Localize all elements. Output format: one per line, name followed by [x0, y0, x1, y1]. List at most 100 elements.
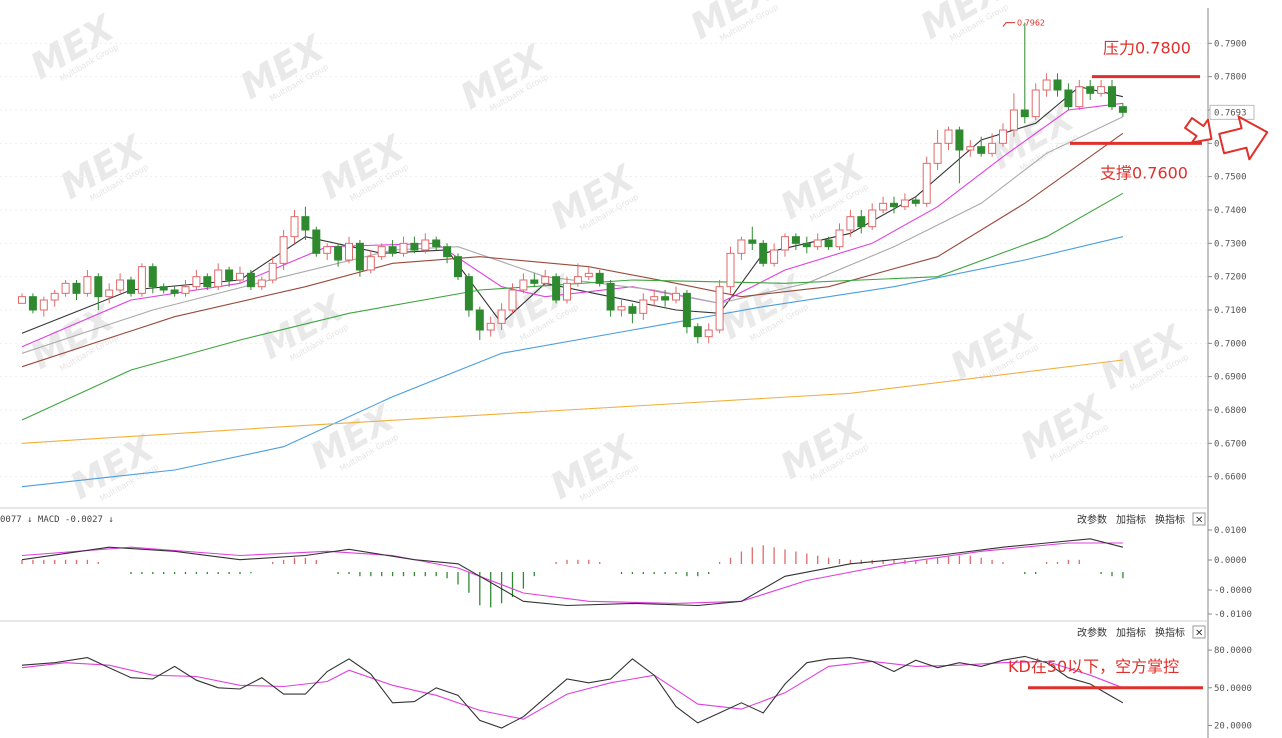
candle-body	[813, 239, 822, 248]
close-icon: ✕	[1195, 628, 1203, 639]
close-panel-button[interactable]	[1192, 625, 1206, 639]
kd-tick-label: 80.0000	[1214, 646, 1252, 656]
candle-body	[519, 279, 528, 291]
candle-body	[933, 142, 942, 164]
candle-body	[334, 246, 343, 261]
candle-body	[50, 292, 59, 301]
candle-body	[28, 296, 37, 311]
candle-body	[486, 322, 495, 331]
candle-body	[966, 146, 975, 151]
candle-body	[105, 289, 114, 298]
candle-body	[1031, 89, 1040, 118]
candle-body	[377, 246, 386, 258]
candle-body	[748, 239, 757, 244]
switch-indicator-button[interactable]: 换指标	[1155, 513, 1185, 526]
candle-body	[857, 216, 866, 228]
high-marker	[1002, 22, 1015, 27]
ma250-line	[21, 359, 1123, 444]
price-tick-label: 0.7300	[1214, 239, 1247, 249]
candle-body	[672, 292, 680, 301]
candle-body	[1053, 79, 1062, 91]
kd-annotation: KD在50以下，空方掌控	[1008, 657, 1179, 676]
kd-d-line	[21, 660, 1124, 720]
last-price-label: 0.7693	[1214, 108, 1247, 118]
candle-body	[541, 276, 550, 284]
candle-body	[268, 262, 277, 281]
candle-body	[835, 229, 844, 248]
candle-body	[388, 246, 397, 254]
kd-panel: 80.0000 50.0000 20.0000 KD在50以下，空方掌控	[21, 646, 1252, 731]
candle-body	[715, 286, 724, 331]
add-indicator-button[interactable]: 加指标	[1116, 626, 1146, 639]
candle-body	[39, 299, 48, 311]
high-price-label: 0.7962	[1017, 19, 1045, 28]
arrow-right-icon	[1218, 115, 1269, 161]
candle-body	[530, 279, 539, 284]
candle-body	[454, 256, 462, 278]
candle-body	[999, 129, 1007, 144]
candle-body	[573, 276, 582, 284]
candle-body	[1108, 86, 1116, 108]
candle-body	[606, 282, 615, 311]
candle-body	[726, 252, 735, 288]
candle-body	[824, 239, 833, 248]
price-panel: 0.79000.78000.77000.76000.75000.74000.73…	[0, 19, 1269, 488]
add-indicator-button[interactable]: 加指标	[1116, 513, 1146, 526]
candle-body	[137, 266, 146, 294]
candle-body	[410, 242, 419, 251]
macd-dif-line	[21, 538, 1124, 607]
candle-body	[366, 256, 375, 271]
candle-body	[203, 276, 212, 288]
candle-body	[1020, 109, 1029, 118]
macd-tick-label: 0.0000	[1214, 556, 1247, 566]
switch-indicator-button[interactable]: 换指标	[1155, 626, 1185, 639]
candle-body	[704, 329, 713, 338]
candle-body	[61, 282, 70, 294]
candle-body	[421, 239, 430, 251]
candle-body	[563, 282, 571, 301]
candle-body	[464, 276, 473, 311]
candle-body	[802, 242, 811, 248]
candle-body	[290, 216, 299, 238]
candle-body	[355, 242, 364, 271]
candle-body	[846, 216, 855, 231]
kd-tick-label: 50.0000	[1214, 684, 1252, 694]
candle-body	[1097, 86, 1106, 94]
candle-body	[781, 236, 789, 251]
candle-body	[922, 162, 931, 204]
candle-body	[737, 239, 746, 254]
candle-body	[770, 249, 779, 264]
change-params-button[interactable]: 改参数	[1077, 626, 1107, 639]
support-label: 支撑0.7600	[1100, 163, 1188, 182]
macd-tick-label: -0.0000	[1214, 586, 1252, 596]
macd-tick-label: -0.0100	[1214, 610, 1252, 620]
candle-body	[791, 236, 800, 244]
price-tick-label: 0.7800	[1214, 73, 1247, 83]
price-tick-label: 0.6600	[1214, 473, 1247, 483]
candle-body	[83, 276, 92, 294]
candle-body	[181, 286, 190, 294]
candle-body	[18, 296, 26, 304]
price-tick-label: 0.7100	[1214, 306, 1247, 316]
candle-body	[944, 129, 953, 144]
price-tick-label: 0.7500	[1214, 173, 1247, 183]
candle-body	[890, 202, 898, 208]
close-panel-button[interactable]	[1192, 512, 1206, 526]
candle-body	[584, 272, 593, 278]
change-params-button[interactable]: 改参数	[1077, 513, 1107, 526]
resistance-label: 压力0.7800	[1103, 39, 1191, 58]
candle-body	[639, 299, 648, 314]
candle-body	[988, 142, 997, 154]
candle-body	[661, 296, 670, 301]
candle-body	[475, 309, 484, 331]
close-icon: ✕	[1195, 515, 1203, 526]
candle-body	[159, 286, 168, 291]
candle-body	[170, 289, 179, 294]
